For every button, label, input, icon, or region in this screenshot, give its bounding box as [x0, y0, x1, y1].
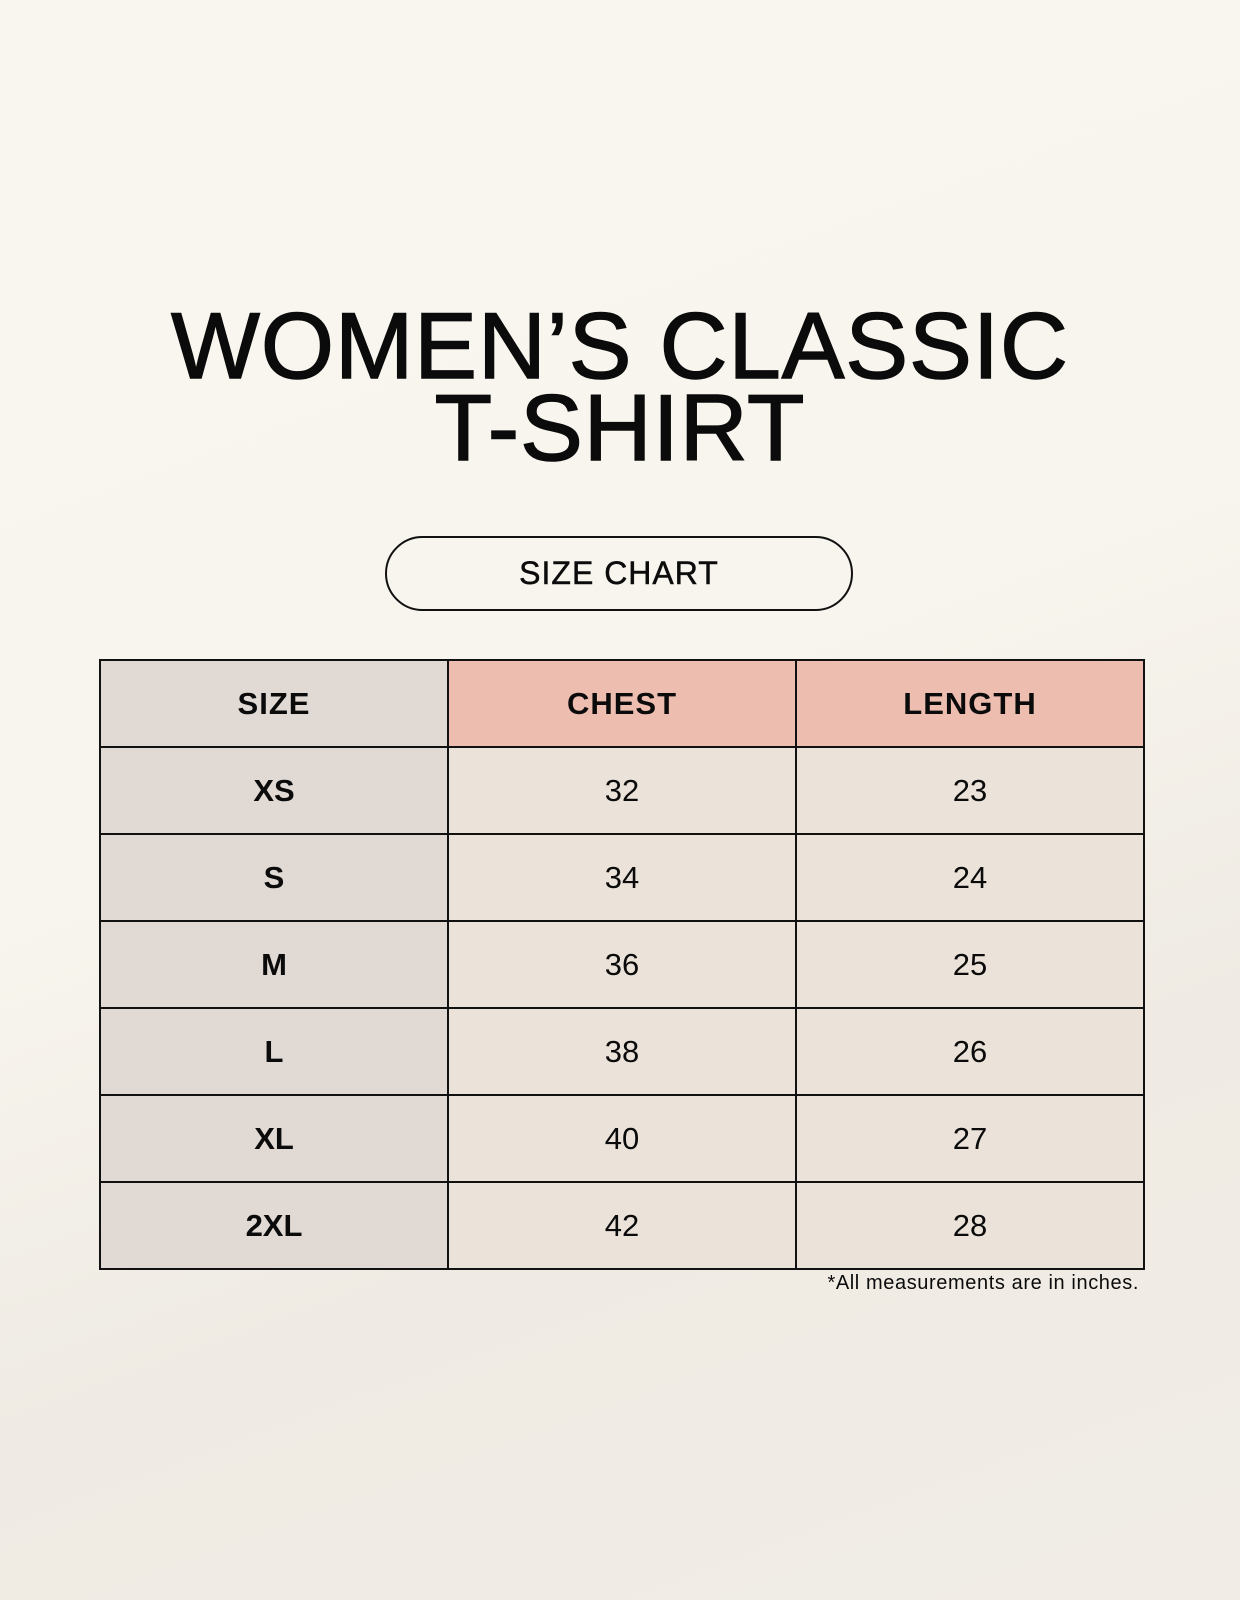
- size-table: SIZE CHEST LENGTH XS 32 23 S 34 24 M 36 25 L 38 26 X…: [99, 659, 1145, 1270]
- cell-size: L: [99, 1007, 449, 1096]
- header-size: SIZE: [99, 659, 449, 748]
- table-row: S 34 24: [99, 833, 1145, 922]
- cell-length: 24: [795, 833, 1145, 922]
- table-row: 2XL 42 28: [99, 1181, 1145, 1270]
- footnote: *All measurements are in inches.: [827, 1272, 1139, 1294]
- cell-size: XL: [99, 1094, 449, 1183]
- table-row: L 38 26: [99, 1007, 1145, 1096]
- cell-length: 25: [795, 920, 1145, 1009]
- header-chest: CHEST: [447, 659, 797, 748]
- header-length: LENGTH: [795, 659, 1145, 748]
- table-row: M 36 25: [99, 920, 1145, 1009]
- cell-size: S: [99, 833, 449, 922]
- cell-length: 27: [795, 1094, 1145, 1183]
- title-line-1: WOMEN’S CLASSIC: [170, 293, 1069, 398]
- table-header-row: SIZE CHEST LENGTH: [99, 659, 1145, 748]
- cell-length: 28: [795, 1181, 1145, 1270]
- cell-chest: 32: [447, 746, 797, 835]
- cell-chest: 34: [447, 833, 797, 922]
- title-line-2: T-SHIRT: [434, 375, 806, 480]
- cell-chest: 38: [447, 1007, 797, 1096]
- cell-length: 23: [795, 746, 1145, 835]
- table-row: XL 40 27: [99, 1094, 1145, 1183]
- cell-chest: 40: [447, 1094, 797, 1183]
- cell-size: M: [99, 920, 449, 1009]
- page-title: WOMEN’S CLASSIC T-SHIRT: [0, 293, 1240, 480]
- cell-size: XS: [99, 746, 449, 835]
- cell-length: 26: [795, 1007, 1145, 1096]
- cell-chest: 42: [447, 1181, 797, 1270]
- size-chart-label: SIZE CHART: [385, 536, 853, 611]
- table-row: XS 32 23: [99, 746, 1145, 835]
- cell-size: 2XL: [99, 1181, 449, 1270]
- cell-chest: 36: [447, 920, 797, 1009]
